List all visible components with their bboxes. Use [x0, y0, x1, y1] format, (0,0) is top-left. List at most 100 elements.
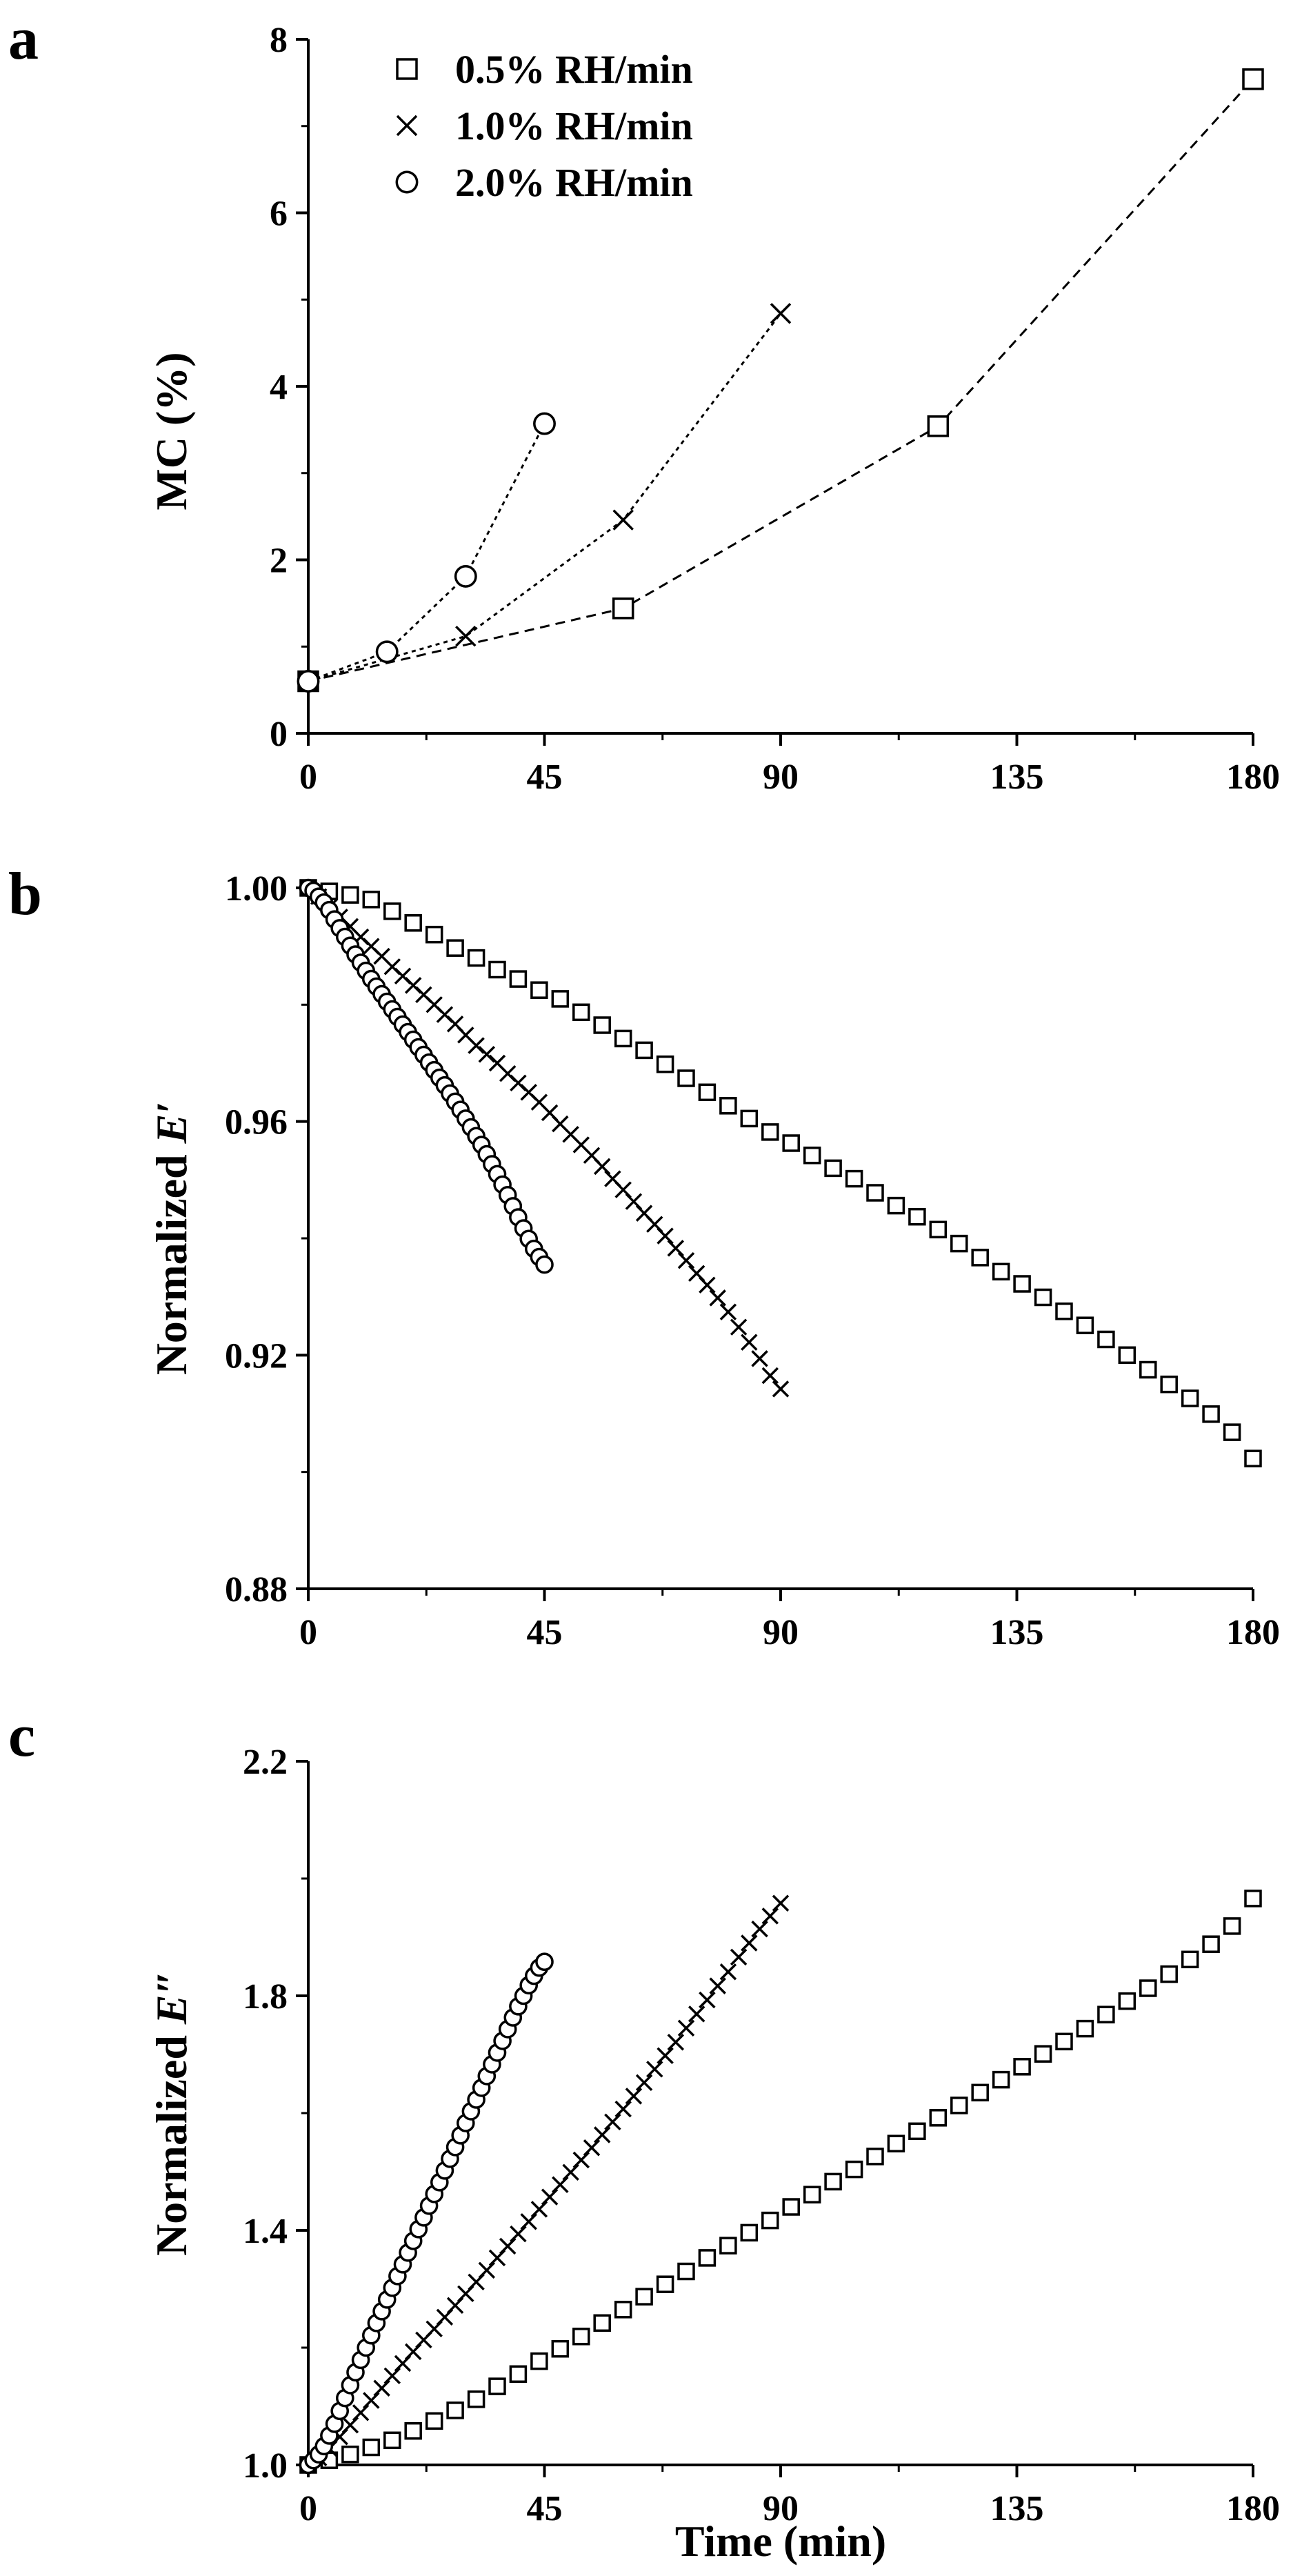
panel-b-point-square: [425, 925, 443, 944]
panel-c-point-square: [635, 2288, 653, 2306]
panel-c-point-square: [1139, 1979, 1157, 1997]
panel-c-point-cross: [772, 1894, 790, 1912]
panel-c-point-square: [950, 2097, 968, 2114]
panel-b-point-square: [530, 981, 548, 999]
panel-b-marks: [299, 878, 1262, 1467]
panel-a-point-cross: [612, 509, 634, 531]
panel-c-y-tick-label: 1.4: [243, 2212, 288, 2251]
panel-c-point-cross: [625, 2088, 643, 2105]
panel-b-letter: b: [8, 861, 42, 928]
panel-b-point-square: [950, 1234, 968, 1253]
panel-c-point-square: [551, 2339, 570, 2358]
panel-b-point-square: [551, 990, 570, 1008]
panel-a-marks: [297, 68, 1264, 693]
panel-c-point-square: [782, 2198, 800, 2216]
panel-b-point-square: [761, 1123, 779, 1141]
panel-b-point-square: [362, 891, 381, 909]
panel-a-x-tick-label: 45: [527, 757, 563, 797]
panel-b-point-square: [845, 1169, 863, 1188]
panel-c-point-square: [971, 2083, 989, 2102]
panel-c-point-square: [761, 2211, 779, 2230]
panel-a-series-line-square: [308, 78, 1254, 682]
panel-b-point-cross: [699, 1276, 716, 1294]
panel-c-point-cross: [583, 2139, 601, 2157]
panel-b-y-axis-label: Normalized E′: [147, 1102, 196, 1376]
legend-marker-square: [396, 58, 418, 80]
panel-b-point-square: [677, 1069, 695, 1087]
legend-marker-cross: [396, 115, 418, 137]
panel-b-point-square: [698, 1083, 717, 1102]
panel-c-point-circle: [535, 1952, 554, 1971]
panel-b-y-axis-label-prefix: Normalized: [147, 1143, 196, 1375]
panel-a-y-tick-label: 2: [270, 542, 288, 581]
panel-c-y-tick-label: 2.2: [243, 1743, 288, 1782]
panel-c-point-cross: [520, 2213, 537, 2230]
panel-b-point-square: [824, 1159, 842, 1178]
panel-a-point-square: [927, 415, 950, 437]
panel-b-point-cross: [761, 1367, 779, 1385]
panel-c-point-square: [1013, 2058, 1031, 2076]
panel-c-y-tick-label: 1.0: [243, 2446, 288, 2486]
panel-c-point-cross: [572, 2151, 590, 2169]
panel-b-point-cross: [719, 1303, 737, 1320]
panel-a-x-tick-label: 0: [299, 757, 317, 797]
panel-c-point-cross: [552, 2176, 569, 2193]
panel-c-point-square: [572, 2328, 590, 2346]
panel-b-y-axis-label-symbol: E′: [147, 1102, 196, 1145]
panel-b-point-circle: [535, 1255, 554, 1274]
panel-a-point-circle: [297, 670, 320, 693]
panel-c-x-tick-label: 180: [1226, 2489, 1280, 2528]
panel-b-point-cross: [677, 1251, 695, 1269]
panel-b: b 0 45 90 135 180 0.88 0.92 0.96 1.00 Normalized…: [8, 861, 1280, 1652]
panel-a-x-tick-label: 135: [990, 757, 1044, 797]
panel-b-point-square: [467, 949, 485, 967]
panel-b-point-square: [908, 1207, 926, 1226]
panel-c-point-square: [803, 2186, 821, 2203]
panel-a-y-tick-label: 8: [270, 21, 288, 60]
panel-c-letter: c: [8, 1703, 35, 1770]
panel-c-point-square: [383, 2431, 401, 2450]
panel-c-point-square: [824, 2172, 842, 2191]
panel-c-marks: [299, 1890, 1262, 2475]
panel-c-x-tick-label: 90: [763, 2489, 799, 2528]
panel-a-letter: a: [8, 6, 39, 72]
panel-c-point-square: [530, 2352, 548, 2370]
panel-b-point-square: [782, 1134, 800, 1152]
panel-b-point-square: [1013, 1275, 1031, 1293]
panel-b-point-square: [446, 939, 464, 957]
panel-b-point-square: [803, 1147, 821, 1165]
panel-b-point-square: [719, 1097, 737, 1115]
panel-c-point-cross: [699, 1991, 716, 2009]
panel-c-point-cross: [646, 2061, 663, 2078]
panel-b-point-square: [887, 1196, 905, 1215]
panel-b-point-square: [971, 1249, 989, 1267]
panel-b-point-square: [866, 1184, 884, 1202]
panel-b-x-tick-label: 135: [990, 1613, 1044, 1652]
panel-c-point-square: [845, 2160, 863, 2179]
panel-a-y-tick-label: 0: [270, 715, 288, 754]
panel-c-point-cross: [719, 1963, 737, 1981]
panel-a-point-circle: [454, 564, 477, 588]
panel-c-point-cross: [604, 2113, 621, 2131]
panel-c-point-cross: [677, 2019, 695, 2037]
panel-a-x-tick-label: 180: [1226, 757, 1280, 797]
panel-b-point-cross: [709, 1289, 726, 1307]
panel-c-point-square: [1076, 2019, 1094, 2038]
panel-b-point-cross: [468, 1037, 485, 1054]
panel-c-point-cross: [562, 2163, 579, 2181]
panel-b-point-square: [1076, 1316, 1094, 1334]
legend-label-0-5: 0.5% RH/min: [455, 47, 693, 92]
panel-c-y-axis-label-prefix: Normalized: [147, 2024, 196, 2256]
panel-c-axes: 0 45 90 135 180 1.0 1.4 1.8 2.2: [243, 1743, 1280, 2528]
panel-c-point-square: [740, 2223, 759, 2242]
panel-b-point-square: [593, 1016, 611, 1034]
panel-c-point-cross: [499, 2237, 517, 2255]
legend-label-1-0: 1.0% RH/min: [455, 103, 693, 148]
panel-b-y-tick-label: 0.92: [225, 1336, 288, 1376]
panel-c-point-square: [404, 2421, 422, 2440]
panel-c-point-cross: [341, 2416, 359, 2434]
panel-b-point-square: [992, 1262, 1010, 1281]
panel-b-point-square: [488, 960, 506, 979]
panel-c-x-tick-label: 135: [990, 2489, 1044, 2528]
panel-c-point-square: [488, 2377, 506, 2395]
